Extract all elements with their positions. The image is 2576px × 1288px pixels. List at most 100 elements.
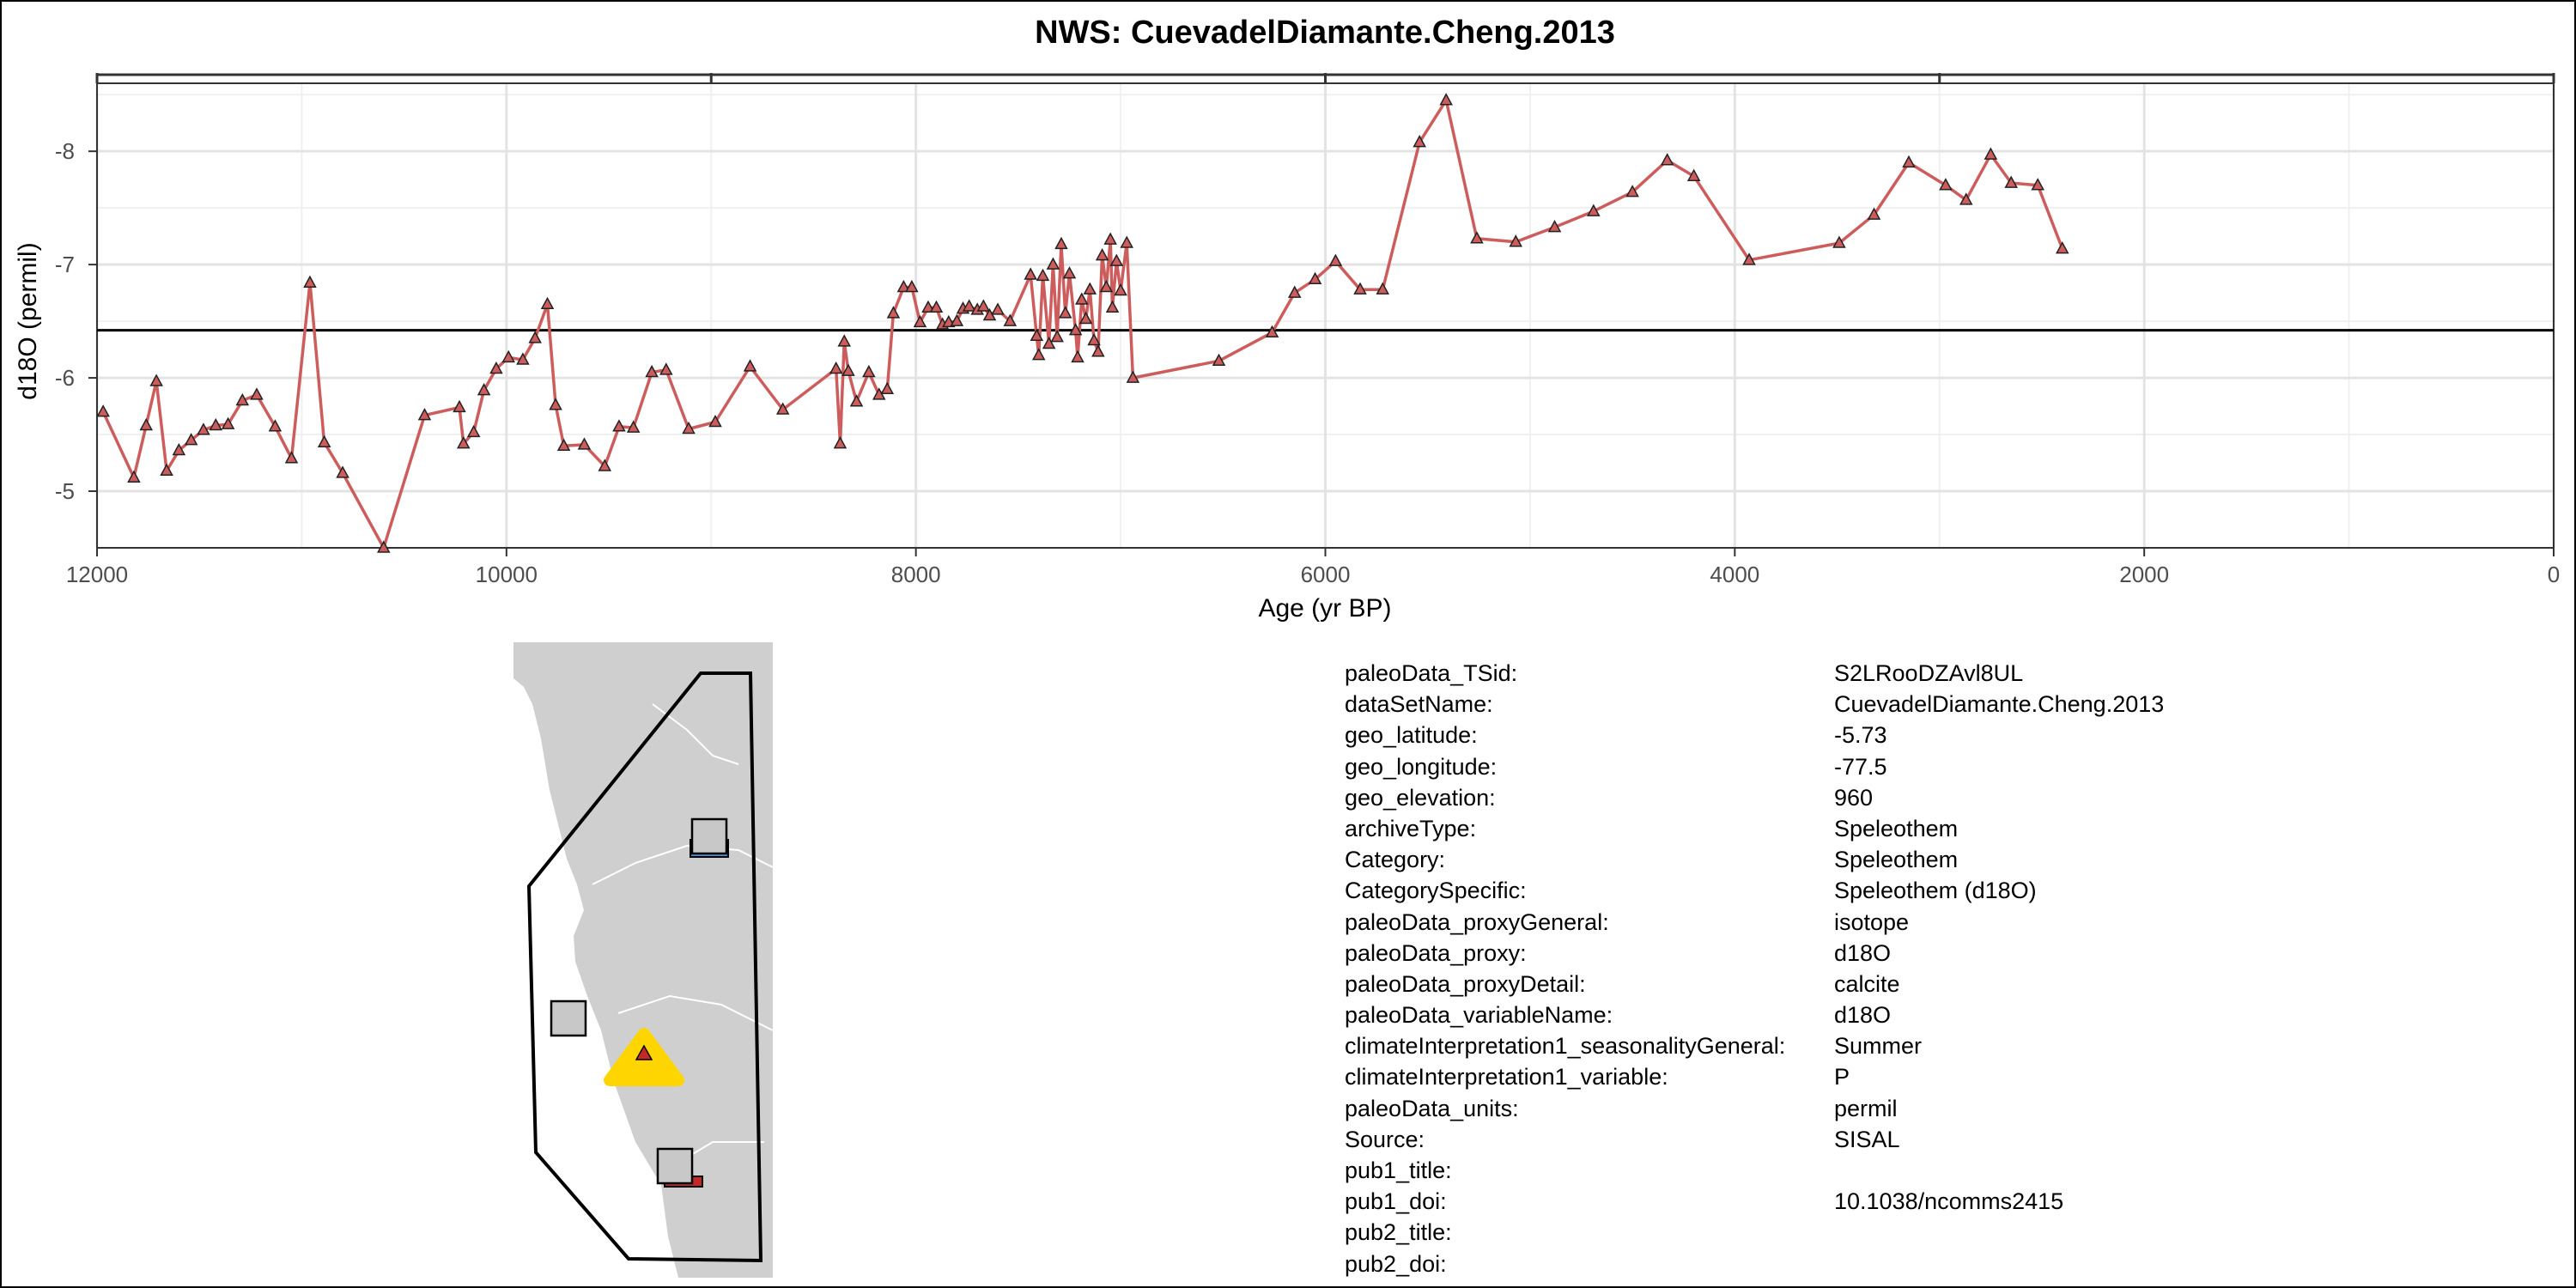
data-point xyxy=(849,394,864,407)
metadata-value: Speleothem (d18O) xyxy=(1834,878,2037,904)
land-mass xyxy=(513,642,773,1278)
x-tick-label: 6000 xyxy=(1301,562,1351,587)
metadata-key: Category: xyxy=(1345,847,1446,873)
data-point xyxy=(1328,253,1343,266)
metadata-value: 10.1038/ncomms2415 xyxy=(1834,1188,2064,1215)
metadata-row: archiveType: Speleothem xyxy=(1345,813,2164,844)
metadata-key: paleoData_proxyDetail: xyxy=(1345,970,1586,997)
metadata-value: 960 xyxy=(1834,784,1874,811)
metadata-key: archiveType: xyxy=(1345,815,1477,841)
data-point xyxy=(896,279,911,293)
x-tick-label: 8000 xyxy=(891,562,941,587)
data-point xyxy=(626,420,641,433)
data-point xyxy=(466,424,481,438)
y-tick-label: -5 xyxy=(55,478,75,504)
metadata-row: paleoData_TSid: S2LRooDZAvl8UL xyxy=(1345,658,2164,689)
data-point xyxy=(1030,328,1044,342)
metadata-row: geo_elevation: 960 xyxy=(1345,782,2164,813)
metadata-row: pub2_doi: xyxy=(1345,1249,2164,1279)
metadata-key: geo_latitude: xyxy=(1345,722,1478,749)
data-point xyxy=(1625,185,1639,197)
data-point xyxy=(127,470,141,483)
data-point xyxy=(1099,279,1114,293)
y-tick-label: -6 xyxy=(55,365,75,391)
data-point xyxy=(1353,282,1367,295)
data-point xyxy=(209,417,223,431)
data-point xyxy=(1686,168,1701,181)
metadata-key: paleoData_proxy: xyxy=(1345,939,1527,966)
metadata-row: paleoData_proxy: d18O xyxy=(1345,938,2164,969)
data-point xyxy=(775,402,790,415)
metadata-value: Speleothem xyxy=(1834,815,1959,841)
data-point xyxy=(1058,306,1072,319)
data-point xyxy=(1078,311,1093,325)
data-point xyxy=(1042,336,1056,349)
data-point xyxy=(1003,313,1018,326)
data-point xyxy=(453,399,466,413)
data-point xyxy=(197,422,210,435)
metadata-value: P xyxy=(1834,1064,1850,1091)
data-point xyxy=(1083,282,1097,295)
data-point xyxy=(598,459,612,471)
data-point xyxy=(708,414,722,428)
metadata-key: pub1_doi: xyxy=(1345,1188,1447,1215)
data-point xyxy=(991,302,1005,315)
data-point xyxy=(1587,204,1601,216)
data-point xyxy=(886,306,901,319)
metadata-key: geo_longitude: xyxy=(1345,753,1498,780)
y-axis-label: d18O (permil) xyxy=(14,242,42,399)
y-tick-label: -8 xyxy=(55,138,75,164)
data-point xyxy=(235,392,250,406)
metadata-value: d18O xyxy=(1834,1002,1892,1029)
metadata-row: geo_longitude: -77.5 xyxy=(1345,751,2164,782)
data-point xyxy=(1959,192,1973,205)
metadata-value: Speleothem xyxy=(1834,847,1959,873)
data-point xyxy=(880,381,895,395)
metadata-value: permil xyxy=(1834,1095,1898,1121)
region-polygon xyxy=(526,671,763,1263)
metadata-value: -5.73 xyxy=(1834,722,1887,749)
data-point xyxy=(1075,292,1089,305)
data-point xyxy=(1095,247,1109,261)
metadata-row: dataSetName: CuevadelDiamante.Cheng.2013 xyxy=(1345,689,2164,720)
data-point xyxy=(1660,153,1674,166)
y-tick-labels: -5 -6 -7 -8 xyxy=(55,138,75,504)
metadata-row: paleoData_variableName: d18O xyxy=(1345,999,2164,1030)
data-point xyxy=(833,436,848,449)
data-point xyxy=(1265,325,1279,338)
data-point xyxy=(1547,220,1562,233)
x-tick-label: 0 xyxy=(2548,562,2560,587)
metadata-key: pub1_title: xyxy=(1345,1157,1452,1183)
data-point xyxy=(1126,370,1140,383)
data-point xyxy=(929,300,944,313)
metadata-row: Category: Speleothem xyxy=(1345,844,2164,875)
data-point xyxy=(1036,268,1050,282)
metadata-key: geo_elevation: xyxy=(1345,784,1496,811)
data-point xyxy=(841,363,855,376)
data-point xyxy=(549,398,562,410)
x-axis-label: Age (yr BP) xyxy=(1258,594,1391,623)
data-point xyxy=(528,331,542,343)
data-point xyxy=(1832,235,1846,248)
data-point xyxy=(1050,329,1064,343)
metadata-table: paleoData_TSid: S2LRooDZAvl8UL dataSetName… xyxy=(1345,658,2164,1279)
metadata-value: calcite xyxy=(1834,970,1900,997)
data-point xyxy=(976,299,991,312)
metadata-key: pub2_doi: xyxy=(1345,1250,1447,1277)
data-point xyxy=(540,296,555,310)
data-point xyxy=(1939,178,1953,191)
data-point xyxy=(1114,283,1127,296)
data-point xyxy=(1376,282,1390,295)
x-tick-label: 2000 xyxy=(2119,562,2169,587)
data-point xyxy=(1031,348,1046,361)
site-marker-north xyxy=(690,817,729,858)
data-point xyxy=(913,314,927,328)
metadata-key: Source: xyxy=(1345,1126,1425,1152)
data-point xyxy=(659,362,673,375)
metadata-row: paleoData_proxyGeneral: isotope xyxy=(1345,907,2164,938)
y-tick-label: -7 xyxy=(55,252,75,277)
metadata-key: pub2_title: xyxy=(1345,1219,1452,1246)
metadata-row: climateInterpretation1_variable: P xyxy=(1345,1061,2164,1092)
data-point xyxy=(516,352,530,365)
